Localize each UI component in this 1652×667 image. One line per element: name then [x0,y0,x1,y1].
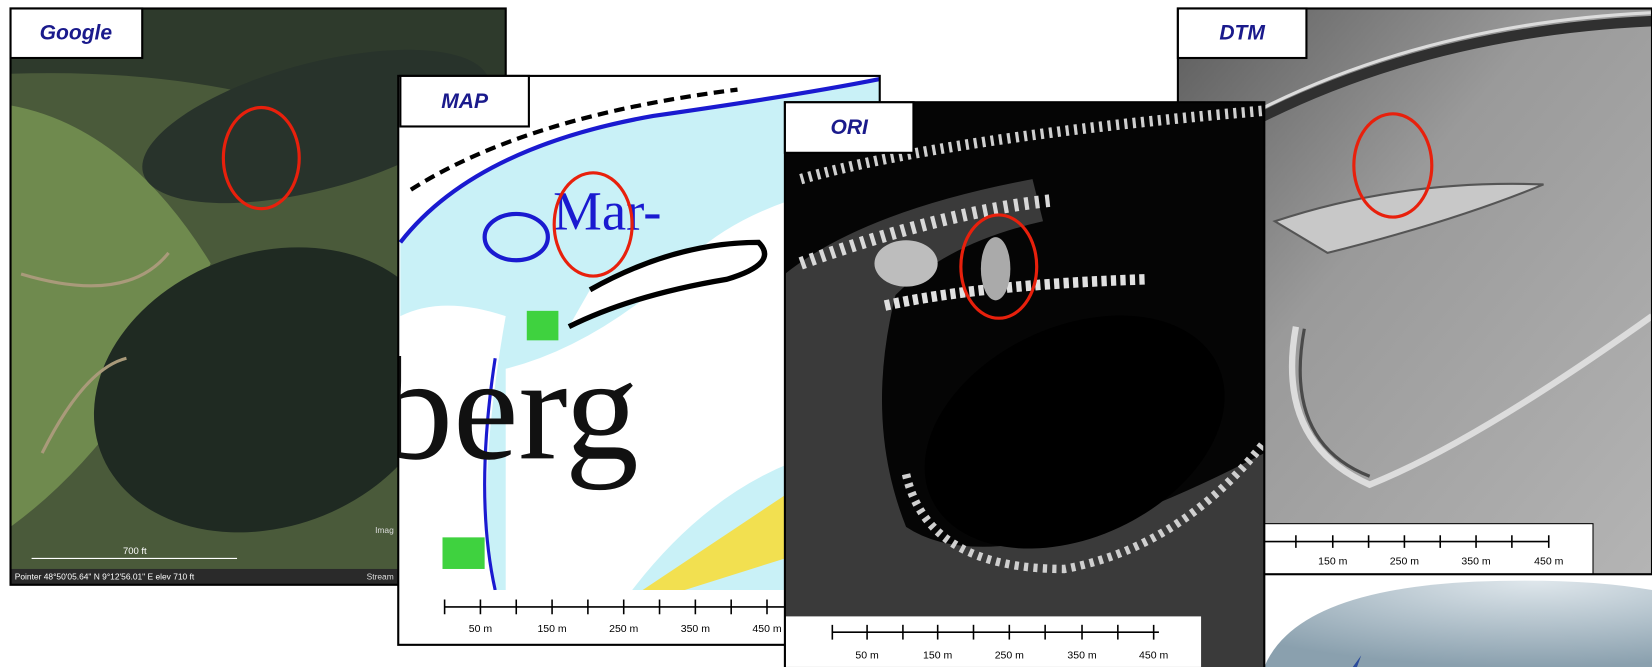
scale-label: 150 m [923,650,952,662]
scale-label: 250 m [1390,556,1419,568]
scale-label: 250 m [995,650,1024,662]
scale-label: 700 ft [123,546,147,557]
panel-label: MAP [441,90,489,113]
panel-label: DTM [1219,21,1265,44]
scale-label: 350 m [681,623,710,635]
panel-label: ORI [830,116,869,139]
edge-text: Imag [375,525,394,535]
edge-text: Stream [367,572,394,582]
scale-label: 250 m [609,623,638,635]
scale-label: 50 m [855,650,879,662]
scale-label: 150 m [537,623,566,635]
panel-label: Google [40,21,113,44]
scale-label: 350 m [1461,556,1490,568]
map-text: berg [379,327,638,490]
decoration [1352,655,1362,667]
panel-border [783,101,1266,667]
label-box [9,7,144,60]
label-box [1176,7,1308,60]
ori-panel: 50 m 150 m 250 m 350 m 450 m [784,102,1265,667]
map-text: Mar- [553,181,661,242]
scale-label: 350 m [1067,650,1096,662]
scale-label: 50 m [469,623,493,635]
scale-label: 450 m [752,623,781,635]
label-box [783,101,915,154]
scale-label: 450 m [1139,650,1168,662]
scale-label: 150 m [1318,556,1347,568]
status-text: Pointer 48°50'05.64" N 9°12'56.01" E ele… [15,572,195,582]
decoration [1264,580,1652,667]
label-box [399,74,530,128]
scale-label: 450 m [1534,556,1563,568]
